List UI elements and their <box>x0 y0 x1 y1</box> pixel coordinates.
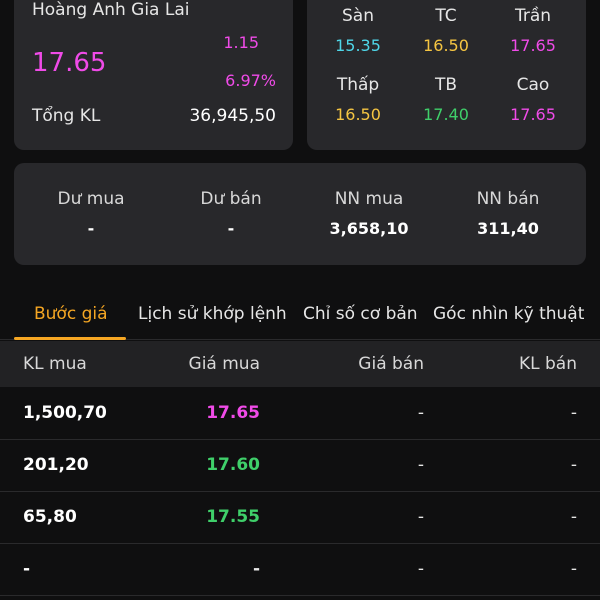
ask-volume: - <box>570 507 577 527</box>
ask-price: - <box>417 455 424 475</box>
total-volume-label: Tổng KL <box>32 106 101 126</box>
ask-volume: - <box>570 403 577 423</box>
table-row: 1,500,70 17.65 - - <box>0 388 600 440</box>
ask-surplus-value: - <box>227 219 235 238</box>
stock-name: Hoàng Anh Gia Lai <box>32 0 190 20</box>
ask-price: - <box>417 507 424 527</box>
floor-value: 15.35 <box>335 36 381 55</box>
ask-price: - <box>417 403 424 423</box>
foreign-buy-label: NN mua <box>334 189 404 209</box>
ceiling-price: Trần 17.65 <box>493 6 573 55</box>
bid-volume: 1,500,70 <box>23 403 107 423</box>
order-book-header: KL mua Giá mua Giá bán KL bán <box>0 341 600 387</box>
foreign-buy: NN mua 3,658,10 <box>299 189 439 238</box>
high-label: Cao <box>516 75 550 95</box>
table-row: 201,20 17.60 - - <box>0 440 600 492</box>
order-flow-card: Dư mua - Dư bán - NN mua 3,658,10 NN bán… <box>14 163 586 265</box>
foreign-sell-label: NN bán <box>476 189 540 209</box>
ceiling-label: Trần <box>514 6 552 26</box>
header-bid-volume: KL mua <box>23 354 87 374</box>
tab-bar: Bước giá Lịch sử khớp lệnh Chỉ số cơ bản… <box>0 290 600 340</box>
price-change: 1.15 <box>223 33 259 52</box>
bid-surplus-value: - <box>87 219 95 238</box>
table-row: - - - - <box>0 544 600 596</box>
ask-surplus: Dư bán - <box>161 189 301 238</box>
average-price: TB 17.40 <box>406 75 486 124</box>
ceiling-value: 17.65 <box>510 36 556 55</box>
low-label: Thấp <box>336 75 380 95</box>
low-value: 16.50 <box>335 105 381 124</box>
high-value: 17.65 <box>510 105 556 124</box>
total-volume-value: 36,945,50 <box>189 106 276 126</box>
tab-technical-view[interactable]: Góc nhìn kỹ thuật <box>433 304 585 324</box>
tab-price-steps[interactable]: Bước giá <box>34 304 108 324</box>
table-row: 65,80 17.55 - - <box>0 492 600 544</box>
header-ask-price: Giá bán <box>358 354 424 374</box>
floor-price: Sàn 15.35 <box>318 6 398 55</box>
foreign-sell: NN bán 311,40 <box>438 189 578 238</box>
bid-price: 17.55 <box>206 507 260 527</box>
header-bid-price: Giá mua <box>188 354 260 374</box>
active-tab-indicator <box>14 337 126 340</box>
reference-value: 16.50 <box>423 36 469 55</box>
foreign-buy-value: 3,658,10 <box>329 219 409 238</box>
foreign-sell-value: 311,40 <box>477 219 539 238</box>
reference-label: TC <box>435 6 457 26</box>
bid-price: - <box>252 559 260 579</box>
ask-volume: - <box>570 559 577 579</box>
floor-label: Sàn <box>342 6 374 26</box>
header-ask-volume: KL bán <box>518 354 577 374</box>
high-price: Cao 17.65 <box>493 75 573 124</box>
reference-price: TC 16.50 <box>406 6 486 55</box>
low-price: Thấp 16.50 <box>318 75 398 124</box>
price-range-card: Sàn 15.35 TC 16.50 Trần 17.65 Thấp 16.50… <box>307 0 586 150</box>
stock-price: 17.65 <box>32 48 107 78</box>
bid-surplus: Dư mua - <box>21 189 161 238</box>
bid-volume: 65,80 <box>23 507 77 527</box>
price-change-percent: 6.97% <box>225 71 276 90</box>
tab-fundamentals[interactable]: Chỉ số cơ bản <box>303 304 418 324</box>
bid-price: 17.65 <box>206 403 260 423</box>
tab-match-history[interactable]: Lịch sử khớp lệnh <box>138 304 287 324</box>
bid-surplus-label: Dư mua <box>57 189 125 209</box>
stock-summary-card: Hoàng Anh Gia Lai 17.65 1.15 6.97% Tổng … <box>14 0 293 150</box>
bid-price: 17.60 <box>206 455 260 475</box>
average-label: TB <box>434 75 458 95</box>
ask-price: - <box>417 559 424 579</box>
bid-volume: - <box>23 559 31 579</box>
ask-surplus-label: Dư bán <box>200 189 262 209</box>
average-value: 17.40 <box>423 105 469 124</box>
ask-volume: - <box>570 455 577 475</box>
bid-volume: 201,20 <box>23 455 89 475</box>
